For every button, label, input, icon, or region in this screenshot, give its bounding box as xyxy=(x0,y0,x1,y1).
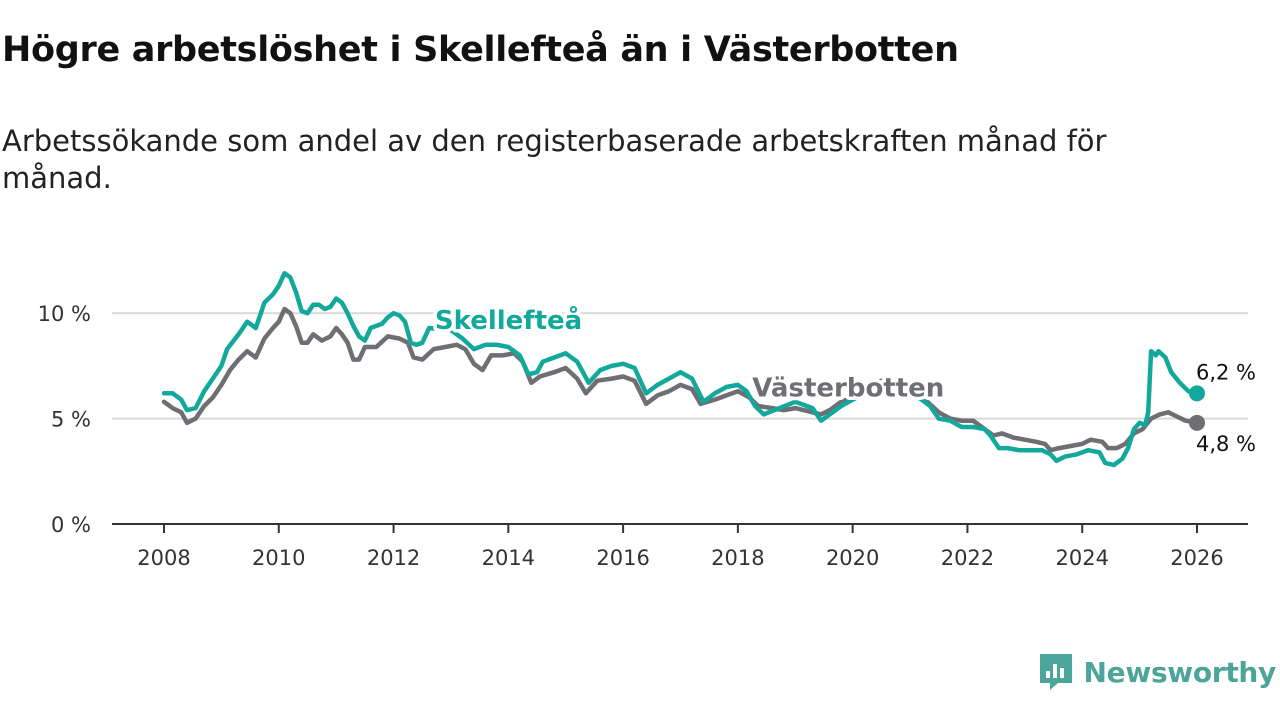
brand-name: Newsworthy xyxy=(1083,655,1277,689)
gridlines xyxy=(112,312,1248,420)
x-tick-label: 2010 xyxy=(252,546,305,570)
series-name-label: Skellefteå xyxy=(435,304,582,336)
series-name-label: Västerbotten xyxy=(752,373,944,403)
x-tick-label: 2016 xyxy=(596,546,649,570)
series-labels: 4,8 % 6,2 % Skellefteå Västerbotten xyxy=(431,301,1256,456)
y-tick-label: 5 % xyxy=(51,408,91,432)
chart-subtitle: Arbetssökande som andel av den registerb… xyxy=(2,124,1107,195)
x-tick-label: 2020 xyxy=(826,546,879,570)
x-tick-label: 2012 xyxy=(367,546,420,570)
axes: 0 % 5 % 10 % 2008 2010 2012 2014 2016 2018 2020 20… xyxy=(38,302,1248,570)
series-end-label: 4,8 % xyxy=(1196,432,1256,456)
x-tick-label: 2018 xyxy=(711,546,764,570)
x-tick-label: 2008 xyxy=(137,546,190,570)
x-tick-label: 2022 xyxy=(941,546,994,570)
chart-title: Högre arbetslöshet i Skellefteå än i Väs… xyxy=(2,30,959,70)
series-end-dot xyxy=(1189,385,1205,402)
series-end-dot xyxy=(1189,414,1205,431)
series-end-label: 6,2 % xyxy=(1196,360,1256,384)
x-tick-label: 2014 xyxy=(482,546,535,570)
newsworthy-logo-icon xyxy=(1039,654,1072,690)
y-tick-label: 0 % xyxy=(51,513,91,537)
x-tick-label: 2026 xyxy=(1170,546,1223,570)
series-line-skellefteå xyxy=(161,270,1200,468)
series-line-västerbotten xyxy=(161,306,1200,453)
x-tick-label: 2024 xyxy=(1055,546,1108,570)
newsworthy-brand: Newsworthy xyxy=(1038,652,1276,692)
y-tick-label: 10 % xyxy=(38,302,91,326)
series-lines xyxy=(161,270,1205,468)
